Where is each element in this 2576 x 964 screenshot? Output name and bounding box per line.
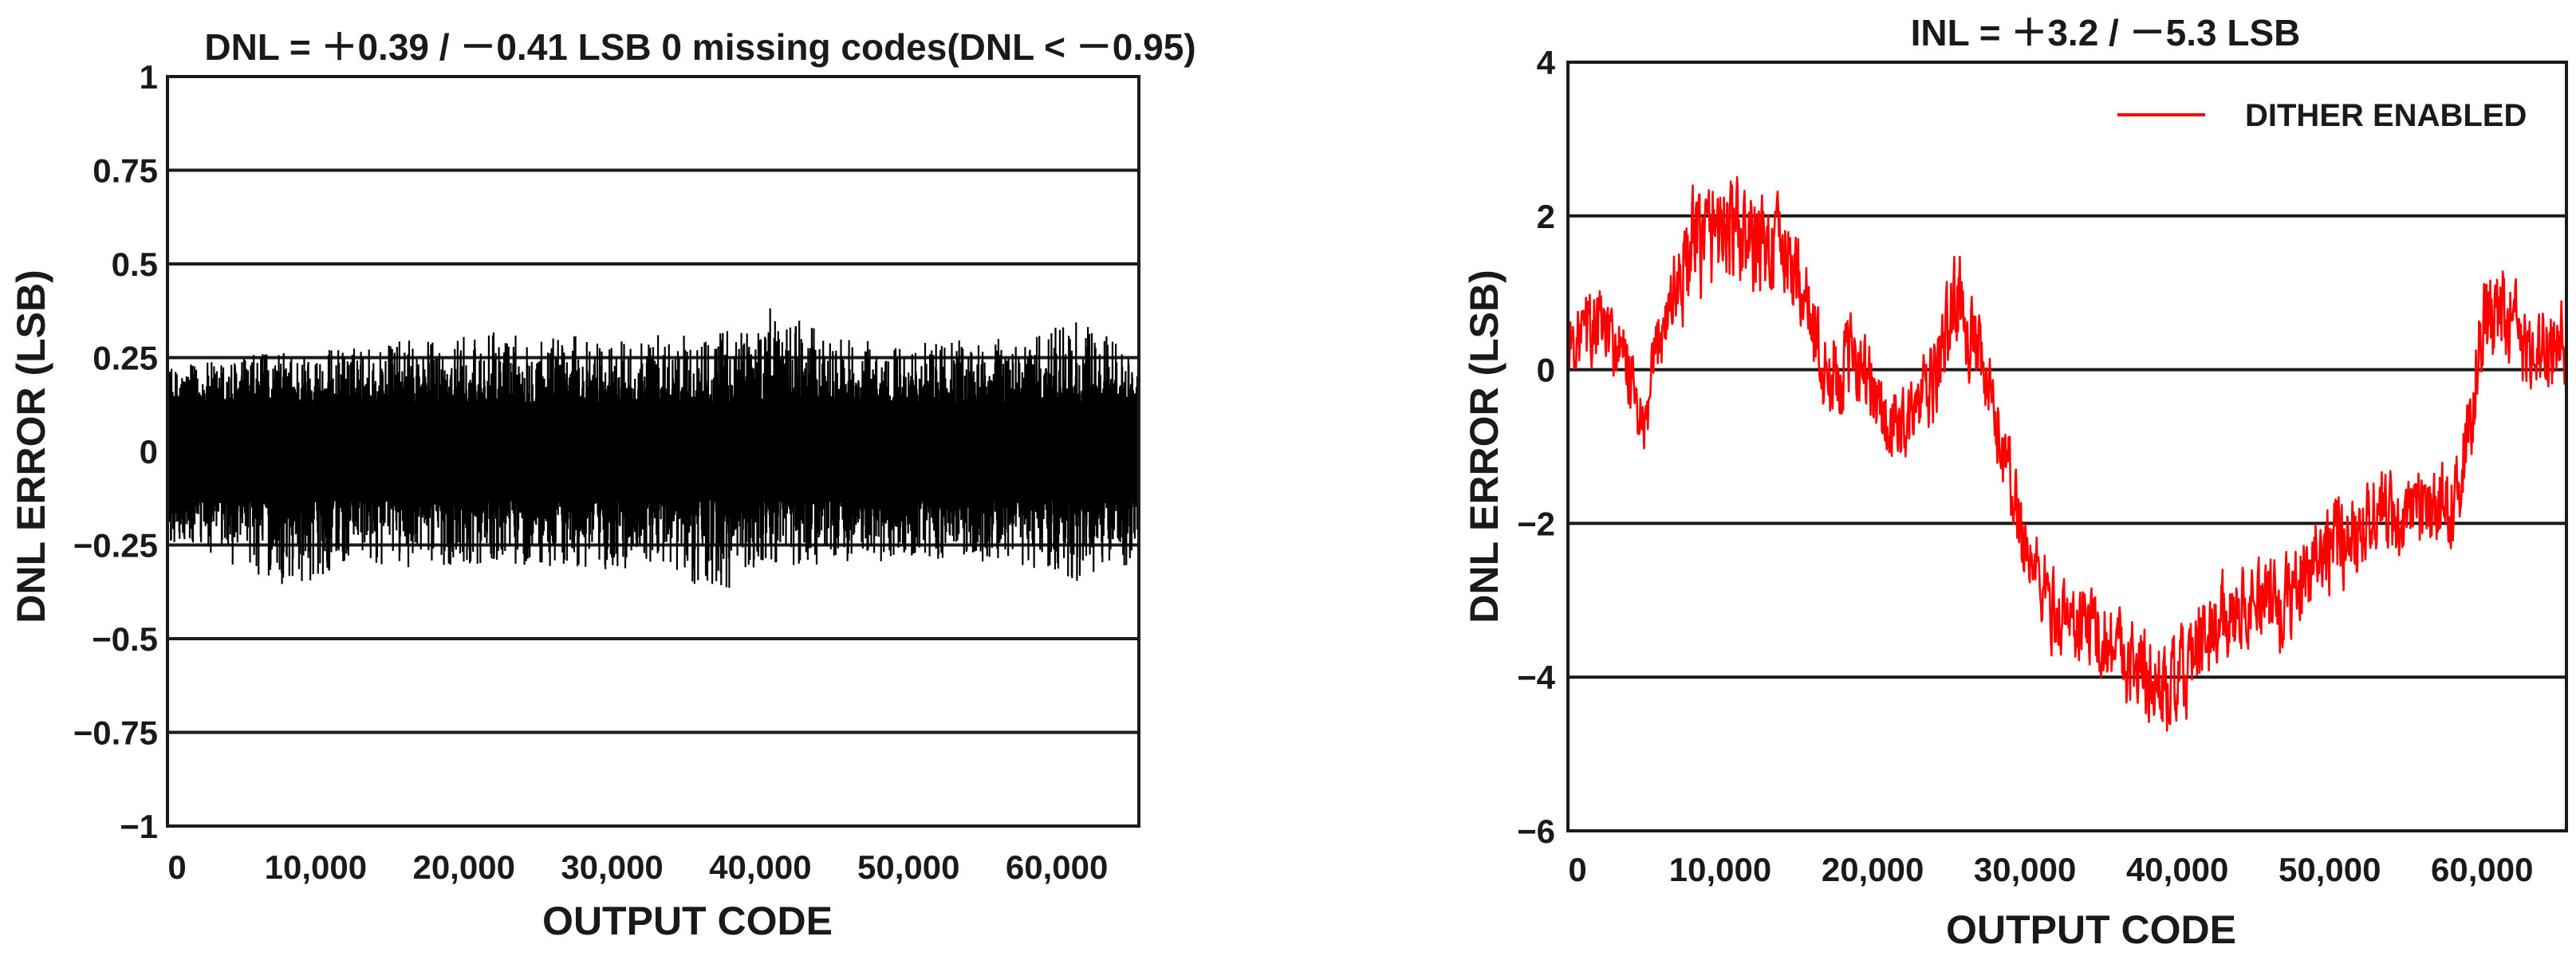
- y-tick-label: −0.75: [73, 714, 158, 752]
- dnl-y-axis-label: DNL ERROR (LSB): [9, 270, 53, 624]
- x-tick-label: 20,000: [1822, 851, 1924, 888]
- y-tick-label: −6: [1517, 813, 1555, 850]
- x-tick-label: 60,000: [2431, 851, 2533, 888]
- dnl-plot-frame: [166, 75, 1140, 828]
- x-tick-label: 20,000: [412, 848, 514, 886]
- y-tick-label: −2: [1517, 505, 1555, 542]
- inl-chart: INL = ＋3.2 / －5.3 LSB −6 −4 −2 0 2 4 0 10,000 2…: [1462, 12, 2568, 952]
- dnl-series: [166, 308, 1140, 588]
- y-tick-label: 0.5: [112, 246, 158, 283]
- inl-x-axis-label: OUTPUT CODE: [1946, 907, 2236, 952]
- y-tick-label: −1: [120, 808, 158, 845]
- y-tick-label: −0.5: [92, 620, 158, 658]
- y-tick-label: −0.25: [73, 527, 158, 565]
- y-tick-label: 1: [140, 58, 158, 96]
- x-tick-label: 0: [167, 848, 186, 886]
- inl-plot-frame: [1566, 61, 2568, 832]
- x-tick-label: 30,000: [561, 848, 663, 886]
- x-tick-label: 10,000: [1669, 851, 1771, 888]
- y-tick-label: 0: [1537, 352, 1555, 389]
- dnl-y-tick-labels: −1 −0.75 −0.5 −0.25 0 0.25 0.5 0.75 1: [73, 58, 158, 845]
- dnl-trace: [166, 308, 1140, 588]
- y-tick-label: 0: [140, 433, 158, 470]
- inl-y-axis-label: DNL ERROR (LSB): [1462, 270, 1507, 624]
- x-tick-label: 60,000: [1006, 848, 1108, 886]
- inl-x-tick-labels: 0 10,000 20,000 30,000 40,000 50,000 60,000: [1568, 851, 2533, 888]
- x-tick-label: 50,000: [2279, 851, 2381, 888]
- x-tick-label: 40,000: [709, 848, 811, 886]
- x-tick-label: 40,000: [2126, 851, 2228, 888]
- y-tick-label: 2: [1537, 198, 1555, 235]
- dnl-x-tick-labels: 0 10,000 20,000 30,000 40,000 50,000 60,000: [167, 848, 1108, 886]
- x-tick-label: 50,000: [857, 848, 959, 886]
- y-tick-label: 0.75: [93, 152, 158, 190]
- x-tick-label: 0: [1568, 851, 1586, 888]
- y-tick-label: 4: [1537, 44, 1556, 81]
- dnl-chart-title: DNL = ＋0.39 / －0.41 LSB 0 missing codes(…: [204, 26, 1195, 68]
- dnl-x-axis-label: OUTPUT CODE: [542, 899, 833, 943]
- inl-series: [1566, 175, 2568, 732]
- y-tick-label: 0.25: [93, 340, 158, 377]
- x-tick-label: 30,000: [1974, 851, 2076, 888]
- dnl-chart: DNL = ＋0.39 / －0.41 LSB 0 missing codes(…: [9, 26, 1196, 943]
- x-tick-label: 10,000: [265, 848, 367, 886]
- inl-chart-title: INL = ＋3.2 / －5.3 LSB: [1911, 12, 2301, 53]
- inl-grid: [1568, 214, 2566, 679]
- inl-legend: DITHER ENABLED: [2117, 98, 2527, 133]
- inl-trace: [1566, 175, 2568, 732]
- inl-y-tick-labels: −6 −4 −2 0 2 4: [1517, 44, 1556, 850]
- y-tick-label: −4: [1517, 659, 1556, 696]
- inl-legend-label: DITHER ENABLED: [2245, 98, 2527, 133]
